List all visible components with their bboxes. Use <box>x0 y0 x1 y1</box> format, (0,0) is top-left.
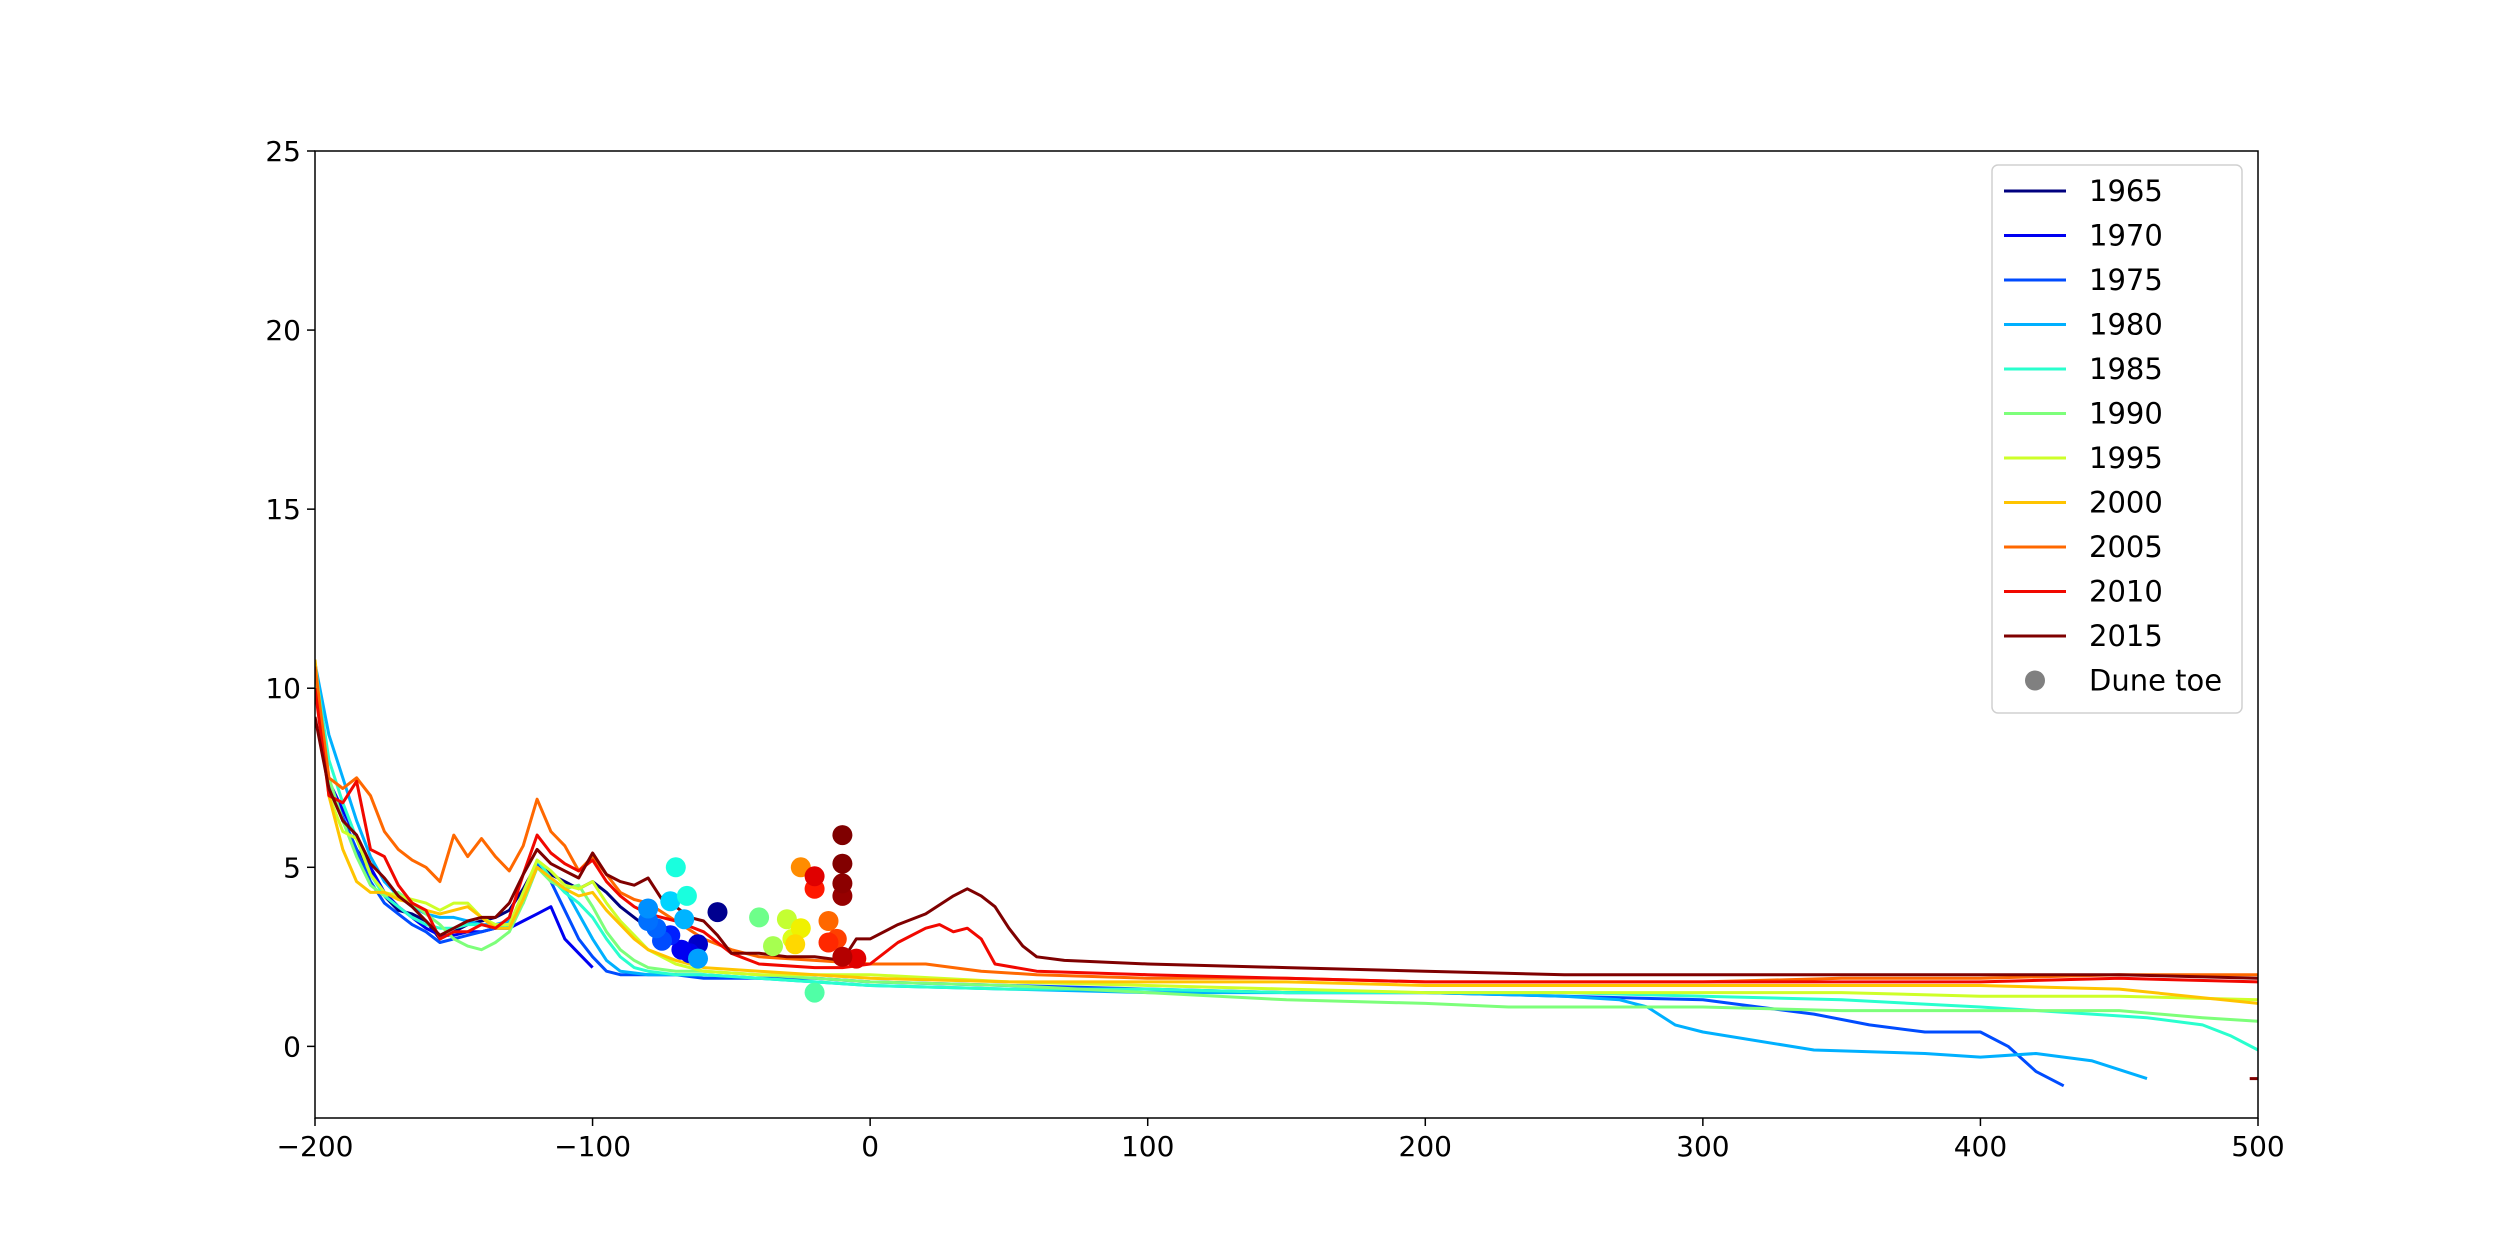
dune-toe-point <box>688 948 708 969</box>
x-tick-label: 400 <box>1954 1130 2007 1163</box>
x-tick-label: 200 <box>1399 1130 1452 1163</box>
dune-toe-point <box>665 857 686 878</box>
series-line-1985 <box>315 666 2258 1052</box>
legend-label: 1995 <box>2089 441 2163 475</box>
legend-marker-swatch <box>2025 670 2045 691</box>
legend-label: Dune toe <box>2089 664 2222 698</box>
dune-toe-point <box>785 934 806 955</box>
dune-toe-point <box>660 891 681 912</box>
x-tick-label: 100 <box>1121 1130 1174 1163</box>
y-tick-label: 20 <box>265 314 301 347</box>
legend-label: 2005 <box>2089 530 2163 564</box>
series-line-1995 <box>315 666 2258 1002</box>
dune-toe-point <box>818 911 839 931</box>
dune-toe-point <box>790 918 811 939</box>
dune-toe-point <box>804 982 825 1003</box>
legend-label: 1980 <box>2089 308 2163 342</box>
dune-toe-point <box>707 902 728 923</box>
legend-label: 1990 <box>2089 397 2163 431</box>
dune-toe-point <box>638 898 659 919</box>
dune-toe-point <box>832 853 853 874</box>
x-tick-label: −200 <box>277 1130 354 1163</box>
dune-toe-point <box>671 939 692 960</box>
legend-box <box>1991 164 2243 714</box>
legend-label: 1965 <box>2089 174 2163 208</box>
x-tick-label: 300 <box>1676 1130 1729 1163</box>
dune-toe-point <box>832 873 853 894</box>
dune-toe-point <box>674 909 695 930</box>
x-tick-label: 0 <box>861 1130 879 1163</box>
dune-toe-point <box>818 932 839 953</box>
series-line-2005 <box>315 666 2258 984</box>
dune-toe-point <box>749 907 770 928</box>
legend-label: 2000 <box>2089 486 2163 520</box>
y-tick-label: 10 <box>265 672 301 705</box>
dune-toe-markers <box>638 825 867 1003</box>
legend: 1965 1970 1975 1980 1985 1990 1995 2000 2005 2010… <box>1991 164 2243 714</box>
legend-label: 2015 <box>2089 619 2163 653</box>
dune-toe-point <box>804 866 825 887</box>
x-tick-label: −100 <box>554 1130 631 1163</box>
legend-label: 2010 <box>2089 575 2163 609</box>
legend-label: 1970 <box>2089 219 2163 253</box>
dune-toe-point <box>763 936 783 957</box>
dune-toe-point <box>832 825 853 846</box>
series-lines <box>315 659 2258 1088</box>
legend-label: 1985 <box>2089 352 2163 386</box>
y-axis: 0 5 10 15 20 25 <box>265 135 315 1063</box>
dune-toe-point <box>676 885 697 906</box>
y-tick-label: 15 <box>265 493 301 526</box>
series-line-1980 <box>315 662 2148 1081</box>
legend-label: 1975 <box>2089 263 2163 297</box>
y-tick-label: 0 <box>283 1030 301 1063</box>
series-line-2000 <box>315 659 2258 1005</box>
x-tick-label: 500 <box>2231 1130 2284 1163</box>
x-axis: −200 −100 0 100 200 300 400 500 <box>277 1118 2285 1163</box>
y-tick-label: 5 <box>283 851 301 884</box>
plot-frame <box>314 150 2259 1119</box>
y-tick-label: 25 <box>265 135 301 168</box>
dune-toe-point <box>832 946 853 967</box>
series-line-2015 <box>315 716 2258 980</box>
